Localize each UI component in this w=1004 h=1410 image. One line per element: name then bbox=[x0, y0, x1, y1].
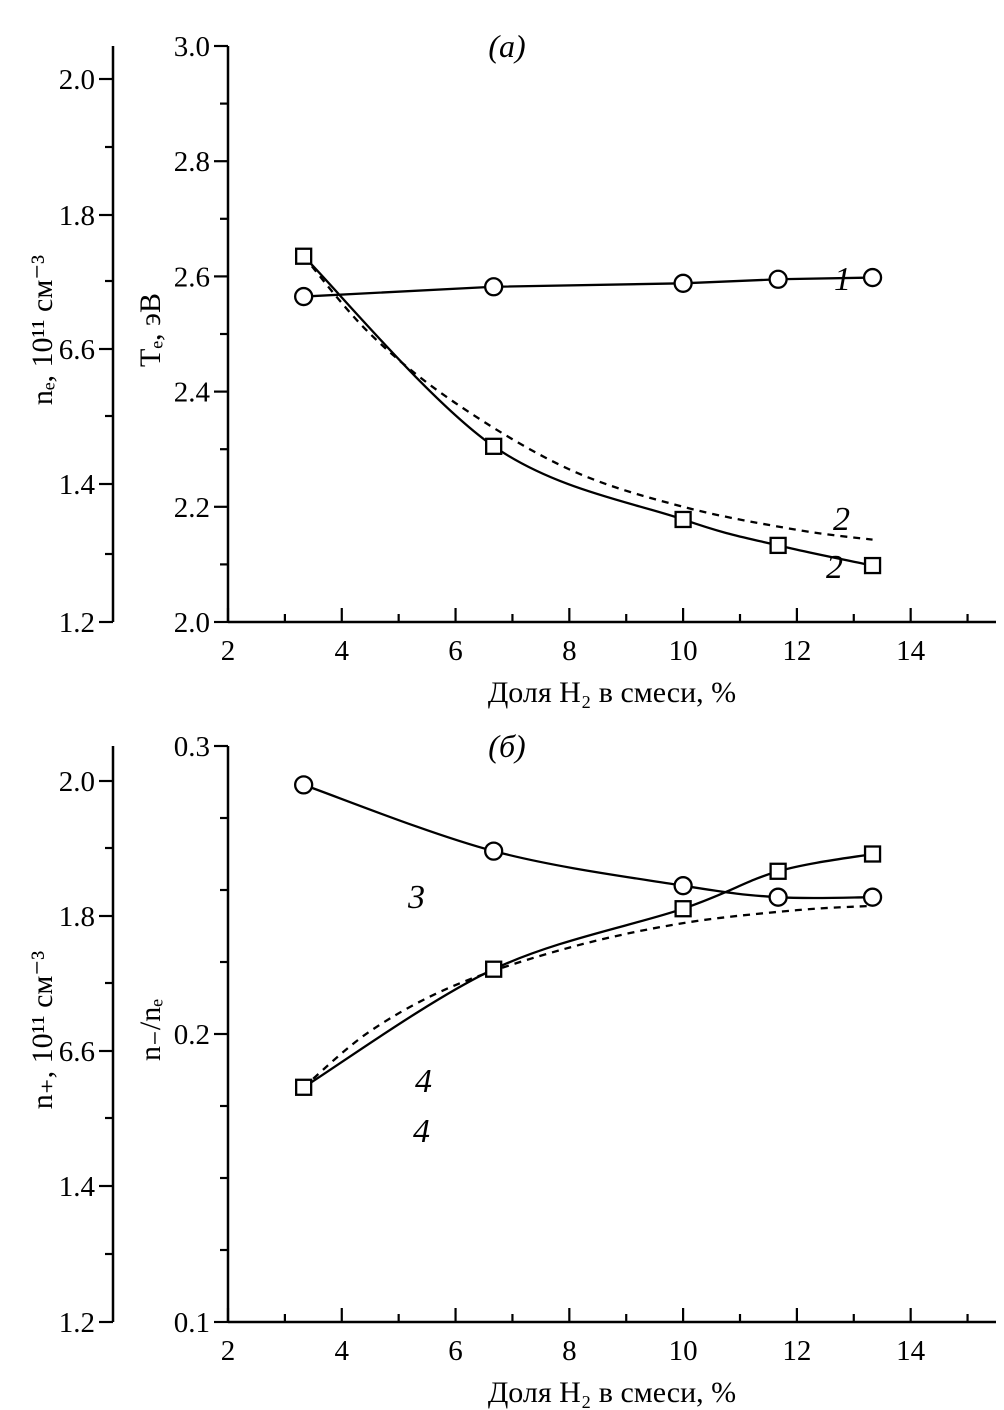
series-4-point bbox=[295, 1078, 313, 1096]
series-4-point bbox=[674, 900, 692, 918]
panel-b-curve-label-3: 3 bbox=[407, 879, 425, 916]
left-tick-label: 1.2 bbox=[59, 1307, 95, 1339]
left-tick-label: 1.2 bbox=[59, 607, 95, 639]
left-tick-label: 2.0 bbox=[59, 766, 95, 798]
x-tick-label: 8 bbox=[562, 1335, 577, 1367]
panel-b-curve-label-4-solid: 4 bbox=[415, 1063, 432, 1100]
panel-a-left-axis-title: nₑ, 10¹¹ см⁻³ bbox=[26, 255, 59, 405]
series-3-point bbox=[862, 887, 883, 907]
x-tick-label: 8 bbox=[562, 635, 577, 667]
panel-b-label: (б) bbox=[488, 728, 525, 764]
x-tick-label: 10 bbox=[669, 1335, 698, 1367]
x-tick-label: 2 bbox=[221, 635, 236, 667]
series-2-point bbox=[769, 536, 787, 555]
y-tick-label: 0.2 bbox=[174, 1019, 210, 1051]
x-tick-label: 6 bbox=[448, 1335, 463, 1367]
left-tick-label: 6.6 bbox=[59, 334, 95, 366]
y-tick-label: 0.1 bbox=[174, 1307, 210, 1339]
y-tick-label: 2.2 bbox=[174, 492, 210, 524]
series-4-point bbox=[485, 960, 503, 978]
panel-a-x-axis-title: Доля H₂ в смеси, % bbox=[488, 676, 736, 709]
series-3-solid-line bbox=[303, 783, 873, 900]
series-4-point bbox=[863, 845, 882, 863]
series-4-solid-line bbox=[303, 852, 873, 1089]
series-3-point bbox=[294, 775, 314, 795]
series-4-dashed-line bbox=[302, 904, 873, 1089]
panel-b-right-ticks: 0.1 0.2 0.3 bbox=[174, 731, 228, 1339]
left-tick-label: 1.4 bbox=[59, 469, 96, 501]
left-tick-label: 6.6 bbox=[59, 1036, 95, 1068]
panel-b-x-axis-title: Доля H₂ в смеси, % bbox=[488, 1376, 736, 1409]
panel-a-left-ticks: 1.2 1.4 6.6 1.8 2.0 bbox=[59, 64, 113, 639]
y-tick-label: 2.8 bbox=[174, 146, 210, 178]
x-tick-label: 10 bbox=[669, 635, 698, 667]
left-tick-label: 2.0 bbox=[59, 64, 95, 96]
panel-a-curve-label-2-solid: 2 bbox=[826, 549, 843, 586]
y-tick-label: 2.4 bbox=[174, 377, 211, 409]
series-2-dashed-line bbox=[302, 255, 873, 541]
series-2-point bbox=[485, 437, 503, 455]
y-tick-label: 0.3 bbox=[174, 731, 210, 763]
panel-a-series bbox=[294, 247, 883, 575]
y-tick-label: 2.0 bbox=[174, 607, 210, 639]
x-tick-label: 6 bbox=[448, 635, 463, 667]
series-4-point bbox=[769, 862, 787, 880]
left-tick-label: 1.8 bbox=[59, 901, 95, 933]
panel-b-left-ticks: 1.2 1.4 6.6 1.8 2.0 bbox=[59, 766, 113, 1339]
panel-a-x-ticks: 2 4 6 8 10 12 14 bbox=[221, 608, 969, 667]
panel-a-curve-label-2-dashed: 2 bbox=[833, 501, 850, 538]
series-1-point bbox=[294, 286, 314, 307]
series-3-point bbox=[768, 887, 788, 907]
panel-a: 1.2 1.4 6.6 1.8 2.0 2.0 2.2 2.4 2.6 2.8 3.0 2 4 6 8 1… bbox=[26, 28, 996, 709]
left-tick-label: 1.4 bbox=[59, 1171, 96, 1203]
panel-b-left-axis-title: n₊, 10¹¹ см⁻³ bbox=[26, 951, 59, 1109]
panel-b-curve-label-4-dashed: 4 bbox=[413, 1113, 430, 1150]
series-3-point bbox=[673, 876, 693, 896]
panel-a-right-ticks: 2.0 2.2 2.4 2.6 2.8 3.0 bbox=[174, 31, 228, 639]
x-tick-label: 12 bbox=[782, 635, 811, 667]
x-tick-label: 2 bbox=[221, 1335, 236, 1367]
panel-b-series bbox=[294, 775, 883, 1096]
series-2-solid-line bbox=[302, 255, 873, 567]
series-2-point bbox=[674, 510, 692, 529]
left-tick-label: 1.8 bbox=[59, 200, 95, 232]
panel-a-right-axis-title: Tₑ, эВ bbox=[134, 293, 167, 367]
x-tick-label: 4 bbox=[335, 1335, 350, 1367]
x-tick-label: 4 bbox=[335, 635, 350, 667]
y-tick-label: 3.0 bbox=[174, 31, 210, 63]
panel-a-label: (a) bbox=[488, 28, 525, 64]
series-1-point bbox=[673, 273, 693, 293]
panel-b-right-axis-title: n₋/nₑ bbox=[134, 999, 167, 1061]
panel-a-curve-label-1: 1 bbox=[834, 261, 851, 298]
x-tick-label: 12 bbox=[782, 1335, 811, 1367]
panel-b-x-ticks: 2 4 6 8 10 12 14 bbox=[221, 1308, 969, 1367]
series-2-point bbox=[863, 556, 882, 575]
series-1-point bbox=[862, 267, 883, 288]
series-1-point bbox=[768, 269, 788, 289]
panel-b: 1.2 1.4 6.6 1.8 2.0 0.1 0.2 0.3 2 4 6 8 10 12 14 (б)… bbox=[26, 728, 996, 1409]
series-2-point bbox=[295, 247, 313, 265]
series-1-point bbox=[484, 277, 504, 297]
series-3-point bbox=[484, 841, 504, 861]
y-tick-label: 2.6 bbox=[174, 261, 210, 293]
x-tick-label: 14 bbox=[896, 1335, 926, 1367]
x-tick-label: 14 bbox=[896, 635, 926, 667]
